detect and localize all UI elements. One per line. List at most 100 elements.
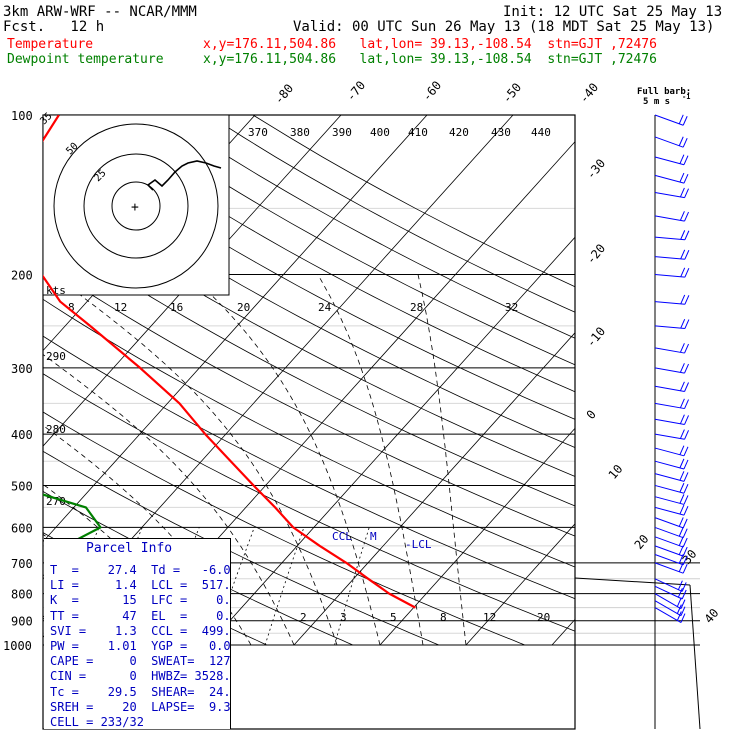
- barb-staff: [654, 191, 685, 199]
- barb-flag: [679, 471, 685, 481]
- isotherm: [379, 427, 575, 646]
- barb-flag: [684, 415, 690, 425]
- wind-barb: [654, 593, 686, 610]
- barb-staff: [654, 274, 685, 278]
- barb-flag: [680, 267, 686, 277]
- isotherm: [207, 236, 575, 646]
- barb-flag: [681, 582, 687, 592]
- barb-flag: [680, 599, 686, 609]
- mixing-ratio-label: 2: [300, 611, 307, 624]
- mixing-ratio-label: 3: [340, 611, 347, 624]
- barb-flag: [682, 137, 688, 148]
- barb-flag: [684, 319, 690, 329]
- barb-flag: [680, 230, 686, 240]
- moist-adiabat: [52, 274, 338, 646]
- barb-flag: [682, 528, 688, 538]
- hodograph-ring: [111, 181, 161, 231]
- pressure-label: 500: [11, 479, 33, 493]
- pressure-label: 1000: [3, 639, 32, 653]
- dry-adiabat: [163, 115, 575, 339]
- barb-flag: [684, 188, 690, 198]
- barb-flag: [679, 187, 685, 198]
- dry-adiabat: [43, 123, 575, 420]
- pressure-label: 200: [11, 269, 33, 283]
- wind-barb: [654, 230, 690, 241]
- dry-adiabat: [43, 298, 575, 568]
- isotherm-label: 10: [606, 462, 626, 482]
- barb-flag: [679, 445, 685, 455]
- barb-flag: [684, 363, 690, 374]
- wind-key-value: 5 m s: [643, 97, 670, 107]
- wind-barb: [654, 267, 690, 278]
- parcel-info-box: Parcel Info T = 27.4 Td = -6.0 LI = 1.4 L…: [44, 538, 231, 729]
- barb-flag: [680, 606, 686, 616]
- wind-barb: [654, 504, 689, 516]
- wind-barb: [654, 136, 688, 148]
- barb-staff: [654, 607, 682, 624]
- wind-barb: [654, 482, 689, 494]
- barb-flag: [684, 230, 690, 240]
- wind-barb: [654, 381, 690, 393]
- barb-flag: [680, 318, 686, 329]
- wind-key: Full barb: 5 m s -1: [637, 87, 691, 107]
- wind-barb: [654, 414, 690, 425]
- speed-tick-label: 32: [505, 301, 518, 314]
- barb-flag: [679, 429, 685, 439]
- barb-staff: [654, 578, 683, 592]
- barb-flag: [676, 611, 682, 621]
- hodograph-center: +: [131, 200, 139, 215]
- wind-barb: [654, 494, 689, 505]
- parcel-info-row: TT = 47 EL = 0.: [50, 608, 231, 623]
- barb-flag: [677, 588, 683, 598]
- parcel-info-row: SREH = 20 LAPSE= 9.3: [50, 699, 231, 714]
- barb-staff: [654, 325, 685, 330]
- barb-staff: [654, 447, 685, 457]
- isotherm-label: 0: [584, 407, 599, 422]
- barb-staff: [654, 460, 685, 470]
- barb-staff: [654, 136, 684, 148]
- barb-staff: [654, 114, 684, 126]
- barb-staff: [654, 506, 685, 516]
- pressure-label: 600: [11, 521, 33, 535]
- isotherm-label: -30: [584, 156, 609, 182]
- moist-adiabat: [417, 274, 467, 646]
- barb-staff: [654, 301, 685, 305]
- mixing-ratio-line: [334, 527, 370, 646]
- barb-flag: [679, 343, 685, 353]
- barb-flag: [678, 114, 684, 125]
- dry-adiabat: [43, 262, 575, 537]
- isotherm-label: 20: [632, 532, 652, 552]
- barb-staff: [654, 496, 685, 505]
- temperature-profile: [43, 115, 416, 609]
- frame: [42, 114, 701, 730]
- barb-flag: [684, 399, 690, 409]
- pressure-label: 100: [11, 109, 33, 123]
- pressure-label: 400: [11, 428, 33, 442]
- isotherm-label: -50: [500, 80, 525, 106]
- wind-barb: [654, 578, 687, 592]
- barb-flag: [682, 518, 688, 529]
- temperature-legend: Temperature: [7, 37, 94, 52]
- barb-flag: [676, 597, 682, 607]
- wind-barb: [654, 318, 690, 330]
- isotherm-label: -40: [577, 80, 602, 106]
- dry-adiabat: [43, 411, 526, 646]
- wind-barb: [654, 585, 687, 600]
- wind-barb: [654, 343, 690, 354]
- theta-label: 370: [248, 126, 268, 139]
- barb-flag: [682, 116, 688, 126]
- wind-barb: [654, 187, 690, 199]
- dry-adiabat: [43, 335, 575, 600]
- barb-flag: [682, 537, 688, 548]
- parcel-info-row: K = 15 LFC = 0.: [50, 593, 231, 608]
- barb-flag: [683, 505, 689, 516]
- speed-tick-label: 8: [68, 301, 75, 314]
- frame-diag2: [689, 584, 701, 730]
- dry-adiabat: [43, 192, 575, 477]
- theta-label: 390: [332, 126, 352, 139]
- barb-staff: [654, 562, 684, 574]
- barb-flag: [678, 536, 684, 546]
- theta-label: 280: [46, 423, 66, 436]
- barb-flag: [684, 343, 690, 354]
